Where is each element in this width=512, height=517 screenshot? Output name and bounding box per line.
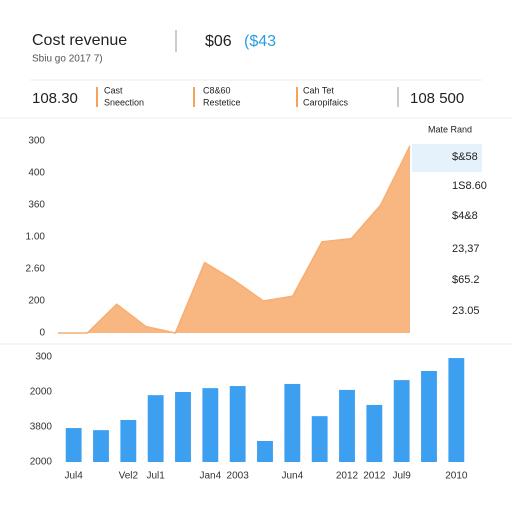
- bar: [147, 395, 164, 462]
- x-tick-label: 2010: [445, 471, 468, 482]
- highlight: [412, 144, 482, 172]
- y-tick-label: 2.60: [26, 264, 46, 275]
- amount-alt: ($43: [244, 33, 276, 50]
- x-tick-label: Jun4: [281, 471, 303, 482]
- side-value: 1S8.60: [452, 180, 487, 192]
- side-value: 23,37: [452, 243, 480, 255]
- x-tick-label: Jul9: [392, 471, 411, 482]
- side-value: 23.05: [452, 305, 480, 317]
- y-tick-label: 1.00: [26, 232, 46, 243]
- stat-accent: [96, 87, 98, 107]
- stat-sub: Caropifaics: [303, 97, 349, 107]
- stat-label: C8&60: [203, 85, 231, 95]
- x-tick-label: Jan4: [199, 471, 221, 482]
- stat-accent: [296, 87, 298, 107]
- bar: [366, 404, 383, 462]
- stat-sub: Restetice: [203, 97, 241, 107]
- y-tick-label: 0: [39, 328, 45, 339]
- x-tick-label: 2012: [363, 471, 386, 482]
- bar: [421, 371, 437, 462]
- area: [58, 145, 410, 333]
- bar: [284, 383, 301, 462]
- y-tick-label: 300: [28, 136, 45, 147]
- x-tick-label: Jul1: [146, 471, 165, 482]
- y-tick-label: 400: [28, 168, 45, 179]
- bar: [393, 380, 410, 462]
- area-line: [58, 145, 411, 334]
- stat-sub: Sneection: [104, 97, 144, 107]
- side-value: $&58: [452, 151, 478, 163]
- bar: [175, 392, 191, 462]
- y-tick-label: 300: [35, 352, 52, 363]
- x-tick-label: Vel2: [119, 471, 139, 482]
- side-value: $4&8: [452, 210, 478, 222]
- stat-label: Cah Tet: [303, 85, 334, 95]
- bar: [202, 388, 219, 462]
- side-title: Mate Rand: [428, 124, 472, 134]
- title: Cost revenue: [32, 32, 127, 49]
- y-tick-label: 360: [28, 200, 45, 211]
- amount: $06: [205, 33, 232, 50]
- bar: [120, 420, 137, 462]
- y-tick-label: 2000: [30, 457, 53, 468]
- x-tick-label: 2003: [227, 471, 250, 482]
- x-tick-label: 2012: [336, 471, 359, 482]
- x-tick-label: Jul4: [64, 471, 83, 482]
- bar: [65, 428, 82, 462]
- y-tick-label: 2000: [30, 387, 53, 398]
- subtitle: Sbiu go 2017 7): [32, 54, 103, 65]
- stat-value: 108 500: [410, 90, 464, 107]
- bar: [311, 416, 328, 462]
- bar: [448, 358, 465, 462]
- bar: [93, 430, 109, 462]
- bar: [339, 389, 355, 462]
- y-tick-label: 200: [28, 296, 45, 307]
- bar: [257, 441, 273, 462]
- y-tick-label: 3800: [30, 422, 53, 433]
- stat-accent: [193, 87, 195, 107]
- side-value: $65.2: [452, 274, 480, 286]
- bar: [229, 386, 246, 462]
- stat-label: Cast: [104, 85, 123, 95]
- stat-value: 108.30: [32, 90, 78, 107]
